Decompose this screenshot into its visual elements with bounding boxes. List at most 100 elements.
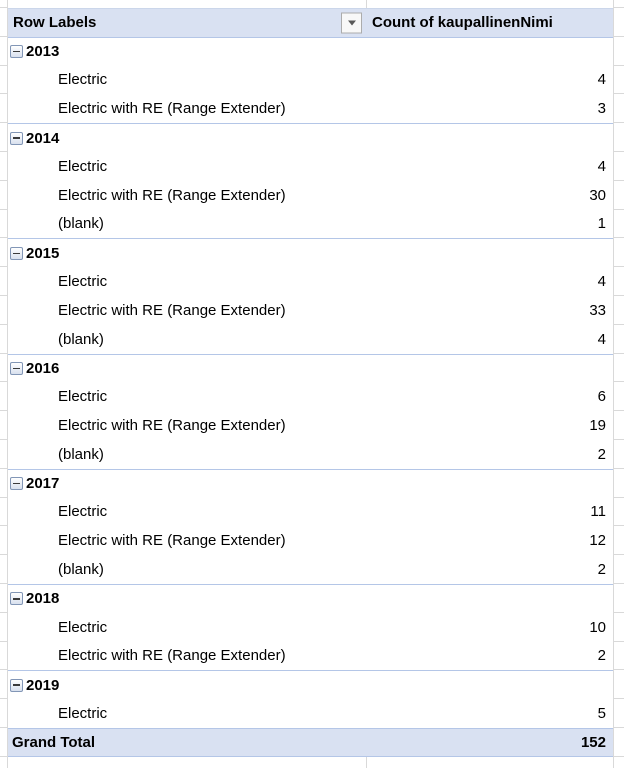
collapse-button[interactable] <box>10 246 23 260</box>
row-value-cell[interactable] <box>367 670 613 699</box>
row-value-cell[interactable]: 11 <box>590 503 606 521</box>
gridline-sliver-right <box>613 641 624 671</box>
row-label-cell[interactable]: Electric <box>8 267 367 296</box>
gridline-sliver-right <box>613 526 624 556</box>
row-label-cell[interactable]: Electric with RE (Range Extender) <box>8 94 367 123</box>
year-row: 2016 <box>0 353 624 383</box>
row-label-cell[interactable]: Grand Total <box>8 727 367 757</box>
row-label: 2016 <box>26 359 60 377</box>
item-row: Electric with RE (Range Extender) 33 <box>0 295 624 325</box>
row-value-cell[interactable]: 2 <box>597 647 606 665</box>
spreadsheet-row-partial-top <box>0 0 624 8</box>
row-value-cell[interactable]: 4 <box>597 330 606 348</box>
row-label: Electric with RE (Range Extender) <box>58 301 286 319</box>
filter-dropdown-button[interactable] <box>341 12 362 34</box>
row-value-cell[interactable]: 1 <box>597 215 606 233</box>
row-label-cell[interactable]: 2019 <box>8 670 367 699</box>
row-label-cell[interactable]: Electric with RE (Range Extender) <box>8 526 367 555</box>
collapse-button[interactable] <box>10 131 23 145</box>
row-label-cell[interactable]: 2013 <box>8 36 367 66</box>
row-value-cell[interactable] <box>367 468 613 498</box>
empty-cell[interactable] <box>8 0 367 8</box>
gridline-sliver-right <box>613 727 624 757</box>
row-value-cell[interactable]: 12 <box>589 532 606 550</box>
row-label-cell[interactable]: (blank) <box>8 210 367 239</box>
row-value-cell[interactable] <box>367 238 613 267</box>
row-label-cell[interactable]: 2018 <box>8 583 367 613</box>
row-label-cell[interactable]: 2015 <box>8 238 367 267</box>
row-value-cell[interactable]: 4 <box>597 71 606 89</box>
gridline-sliver-right <box>613 238 624 268</box>
collapse-button[interactable] <box>10 45 23 59</box>
gridline-sliver-right <box>613 65 624 95</box>
gridline-sliver-left <box>0 151 8 181</box>
row-label-cell[interactable]: 2014 <box>8 123 367 152</box>
row-value-cell[interactable] <box>367 353 613 383</box>
row-value-cell[interactable]: 4 <box>597 273 606 291</box>
row-label-cell[interactable]: Electric with RE (Range Extender) <box>8 411 367 440</box>
row-value-cell[interactable]: 4 <box>597 157 606 175</box>
row-label: 2015 <box>26 244 60 262</box>
gridline-sliver-left <box>0 641 8 671</box>
gridline-sliver-left <box>0 324 8 354</box>
gridline-sliver-left <box>0 612 8 642</box>
empty-cell[interactable] <box>8 756 367 768</box>
collapse-button[interactable] <box>10 361 23 375</box>
row-label: (blank) <box>58 215 104 233</box>
minus-icon <box>13 137 20 139</box>
gridline-sliver-left <box>0 0 8 8</box>
row-label-cell[interactable]: Electric <box>8 498 367 527</box>
row-value-cell[interactable]: 5 <box>597 705 606 723</box>
row-label-cell[interactable]: Electric with RE (Range Extender) <box>8 642 367 671</box>
row-label-cell[interactable]: (blank) <box>8 325 367 354</box>
item-row: Electric 4 <box>0 151 624 181</box>
gridline-sliver-left <box>0 123 8 152</box>
row-value-cell[interactable]: 3 <box>597 100 606 118</box>
row-label-cell[interactable]: Electric <box>8 66 367 95</box>
gridline-sliver-left <box>0 382 8 412</box>
row-value-cell[interactable]: 2 <box>597 445 606 463</box>
row-value-cell[interactable]: 10 <box>589 618 606 636</box>
collapse-button[interactable] <box>10 592 23 606</box>
row-label-cell[interactable]: Electric <box>8 152 367 181</box>
row-value-cell[interactable]: 6 <box>597 388 606 406</box>
row-label-cell[interactable]: (blank) <box>8 555 367 584</box>
row-value-cell[interactable]: 33 <box>589 301 606 319</box>
row-label-cell[interactable]: Electric with RE (Range Extender) <box>8 296 367 325</box>
collapse-button[interactable] <box>10 477 23 491</box>
collapse-button[interactable] <box>10 678 23 692</box>
row-value-cell[interactable] <box>367 583 613 613</box>
row-label-cell[interactable]: (blank) <box>8 440 367 469</box>
gridline-sliver-left <box>0 526 8 556</box>
row-label-cell[interactable]: Electric with RE (Range Extender) <box>8 181 367 210</box>
row-label-cell[interactable]: 2016 <box>8 353 367 383</box>
row-labels-header-cell[interactable]: Row Labels <box>8 8 367 37</box>
year-row: 2019 <box>0 670 624 700</box>
gridline-sliver-right <box>613 411 624 440</box>
row-label-cell[interactable]: Electric <box>8 699 367 728</box>
row-label: Electric <box>58 157 108 175</box>
gridline-sliver-right <box>613 439 624 469</box>
item-row: (blank) 2 <box>0 555 624 584</box>
row-value-cell[interactable]: 152 <box>367 727 613 757</box>
gridline-sliver-left <box>0 267 8 296</box>
row-labels-header: Row Labels <box>13 14 97 32</box>
row-label-cell[interactable]: Electric <box>8 613 367 642</box>
item-row: Electric 6 <box>0 382 624 412</box>
row-label-cell[interactable]: Electric <box>8 382 367 411</box>
row-value-cell[interactable]: 19 <box>589 417 606 435</box>
row-value-cell[interactable] <box>367 36 613 66</box>
row-value-cell[interactable]: 30 <box>589 186 606 204</box>
row-label: Electric <box>58 618 108 636</box>
gridline-sliver-right <box>613 324 624 354</box>
row-label-cell[interactable]: 2017 <box>8 468 367 498</box>
gridline-sliver-left <box>0 670 8 700</box>
gridline-sliver-left <box>0 238 8 268</box>
row-value-cell[interactable]: 2 <box>597 561 606 579</box>
empty-cell[interactable] <box>367 757 613 768</box>
count-header-cell[interactable]: Count of kaupallinenNimi <box>367 8 613 37</box>
row-value-cell[interactable] <box>367 123 613 152</box>
empty-cell[interactable] <box>367 0 613 8</box>
item-row: (blank) 2 <box>0 439 624 469</box>
